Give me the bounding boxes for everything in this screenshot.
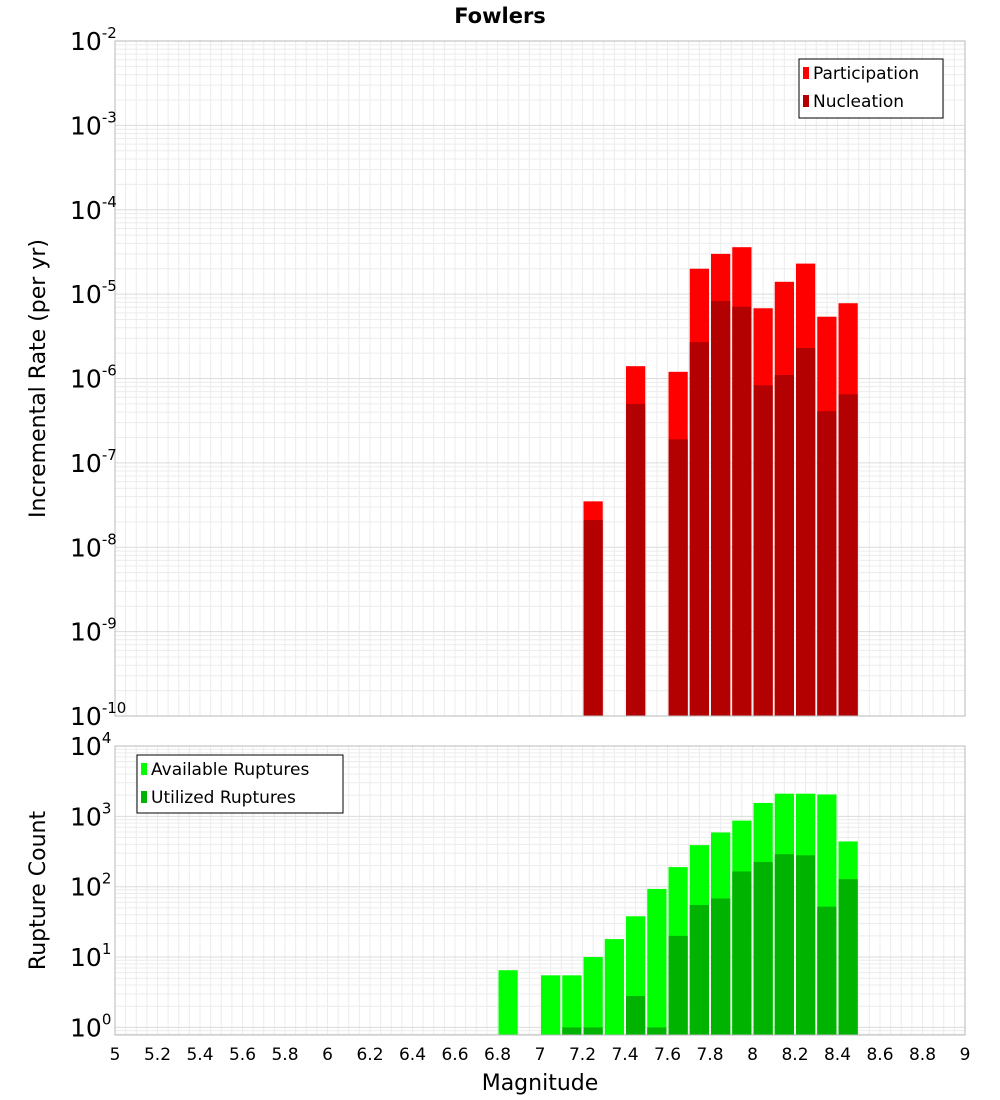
count-bar-utilized-ruptures <box>668 935 688 1035</box>
x-tick-label: 5.8 <box>271 1045 298 1065</box>
x-tick-label: 7 <box>535 1045 546 1065</box>
count-y-tick-label: 104 <box>70 729 111 761</box>
x-tick-label: 6.2 <box>356 1045 383 1065</box>
count-legend-swatch <box>141 791 147 803</box>
rate-legend-swatch <box>803 67 809 79</box>
rate-y-tick-label: 10-9 <box>70 615 117 647</box>
count-bar-available-ruptures <box>647 888 667 1035</box>
x-tick-label: 8.6 <box>866 1045 893 1065</box>
count-bar-available-ruptures <box>604 939 624 1035</box>
x-tick-label: 6 <box>322 1045 333 1065</box>
x-tick-label: 5.2 <box>144 1045 171 1065</box>
x-tick-label: 7.6 <box>654 1045 681 1065</box>
count-bar-available-ruptures <box>541 975 561 1035</box>
x-tick-label: 7.2 <box>569 1045 596 1065</box>
rate-panel: 10-10 10-9 10-8 10-7 10-6 10-5 10-4 10-3 10-2 Inc… <box>26 24 966 731</box>
count-bar-available-ruptures <box>498 970 518 1035</box>
x-tick-label: 8.4 <box>824 1045 851 1065</box>
x-tick-label: 7.4 <box>611 1045 638 1065</box>
count-y-tick-label: 101 <box>70 940 111 972</box>
rate-legend-label: Participation <box>813 64 919 84</box>
rate-y-tick-label: 10-4 <box>70 193 117 225</box>
count-bar-utilized-ruptures <box>711 898 731 1035</box>
rate-bar-nucleation <box>732 306 752 716</box>
count-bar-utilized-ruptures <box>796 855 816 1035</box>
x-tick-label: 5.4 <box>186 1045 213 1065</box>
count-y-tick-label: 102 <box>70 870 111 902</box>
count-y-tick-label: 100 <box>70 1010 111 1042</box>
count-bar-utilized-ruptures <box>838 879 858 1035</box>
rate-bar-nucleation <box>689 342 709 716</box>
x-tick-label: 8.8 <box>909 1045 936 1065</box>
rate-legend-label: Nucleation <box>813 92 904 112</box>
rate-y-axis-title: Incremental Rate (per yr) <box>26 239 51 518</box>
rate-y-tick-label: 10-3 <box>70 108 117 140</box>
rate-bar-nucleation <box>774 375 794 716</box>
count-legend: Available Ruptures Utilized Ruptures <box>136 754 344 814</box>
x-tick-label: 8 <box>747 1045 758 1065</box>
rate-y-tick-label: 10-6 <box>70 362 117 394</box>
rate-legend-box <box>798 58 944 119</box>
rate-legend-swatch <box>803 95 809 107</box>
rate-bar-nucleation <box>817 411 837 716</box>
count-bar-utilized-ruptures <box>583 1027 603 1035</box>
rate-bar-nucleation <box>753 385 773 716</box>
x-tick-label: 5 <box>110 1045 121 1065</box>
rate-y-tick-label: 10-5 <box>70 277 117 309</box>
x-tick-label: 6.6 <box>441 1045 468 1065</box>
count-panel: 100 101 102 103 104 Rupture Count Available Ru… <box>26 729 966 1042</box>
count-legend-box <box>136 754 344 814</box>
rate-bar-nucleation <box>838 394 858 716</box>
rate-y-tick-label: 10-10 <box>70 699 126 731</box>
count-bar-utilized-ruptures <box>647 1027 667 1035</box>
rate-bar-nucleation <box>668 439 688 716</box>
x-tick-label: 6.4 <box>399 1045 426 1065</box>
count-legend-swatch <box>141 763 147 775</box>
rate-bar-nucleation <box>796 347 816 716</box>
count-legend-label: Available Ruptures <box>151 760 309 780</box>
count-bar-available-ruptures <box>583 957 603 1035</box>
count-bar-utilized-ruptures <box>774 854 794 1035</box>
count-plot-border <box>114 745 966 1036</box>
count-bar-utilized-ruptures <box>817 906 837 1035</box>
count-legend-label: Utilized Ruptures <box>151 788 296 808</box>
rate-y-tick-label: 10-7 <box>70 446 117 478</box>
rate-bar-nucleation <box>711 300 731 716</box>
rate-bar-nucleation <box>626 403 646 716</box>
chart-title: Fowlers <box>454 4 546 28</box>
count-bar-utilized-ruptures <box>626 995 646 1035</box>
x-tick-label: 6.8 <box>484 1045 511 1065</box>
rate-bar-nucleation <box>583 520 603 716</box>
count-bar-utilized-ruptures <box>732 871 752 1035</box>
count-bar-utilized-ruptures <box>562 1027 582 1035</box>
count-bar-utilized-ruptures <box>753 861 773 1035</box>
count-bar-utilized-ruptures <box>689 904 709 1035</box>
x-tick-label: 8.2 <box>781 1045 808 1065</box>
x-tick-label: 7.8 <box>696 1045 723 1065</box>
x-axis: 5 5.2 5.4 5.6 5.8 6 6.2 6.4 6.6 6.8 7 7.2 7.4 7.6 7.8 8… <box>110 1045 971 1065</box>
rate-plot-border <box>114 40 966 717</box>
count-bar-available-ruptures <box>562 975 582 1035</box>
x-tick-label: 5.6 <box>229 1045 256 1065</box>
rate-legend: Participation Nucleation <box>798 58 944 119</box>
x-tick-label: 9 <box>960 1045 971 1065</box>
count-y-tick-label: 103 <box>70 799 111 831</box>
count-y-axis-title: Rupture Count <box>26 811 51 971</box>
rate-y-tick-label: 10-8 <box>70 530 117 562</box>
x-axis-title: Magnitude <box>482 1071 599 1096</box>
rate-y-tick-label: 10-2 <box>70 24 117 56</box>
